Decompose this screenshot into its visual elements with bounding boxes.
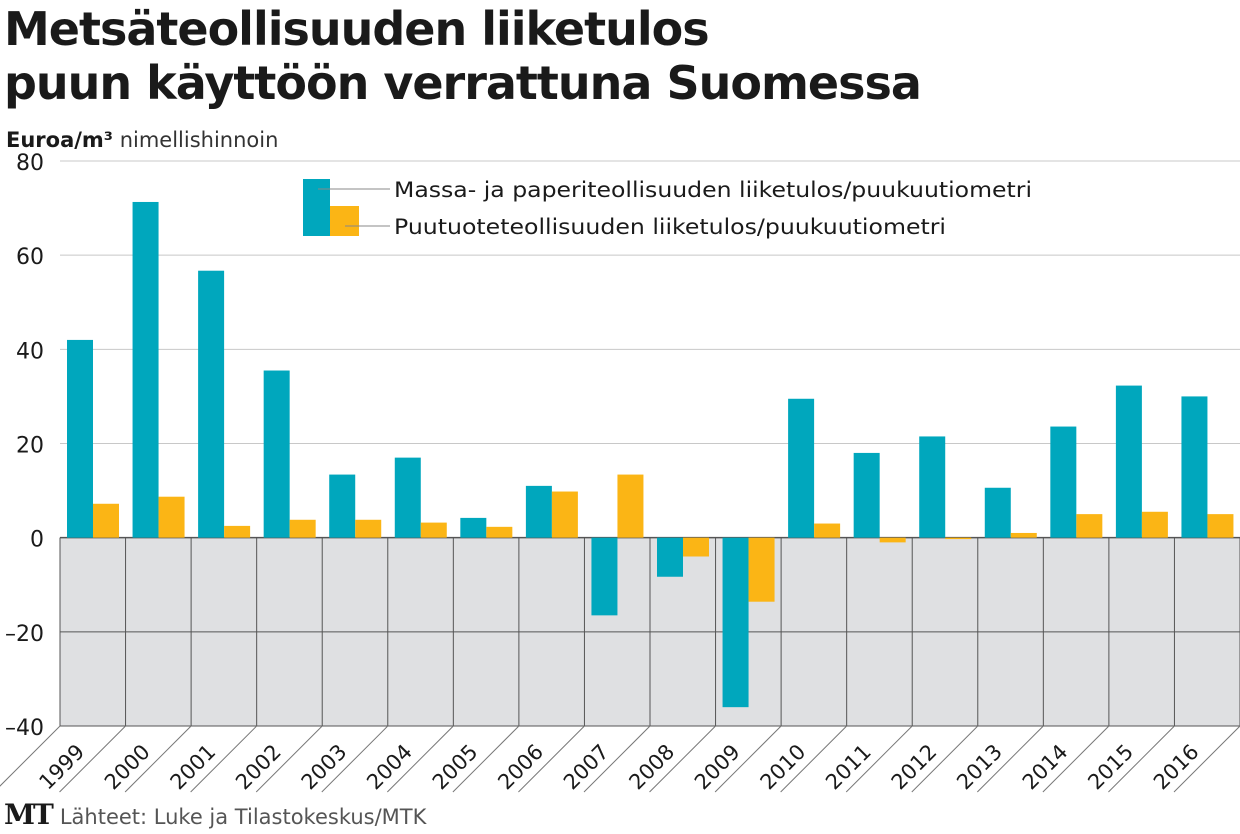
label-guide (452, 725, 520, 793)
bar-series-2-2006 (551, 491, 578, 538)
bar-series-1-2003 (329, 474, 356, 538)
x-tick-label: 2011 (821, 740, 876, 795)
bar-series-2-1999 (93, 503, 119, 538)
x-tick-label: 2015 (1083, 740, 1138, 795)
bar-series-2-2015 (1141, 511, 1168, 538)
unit-bold: Euroa/m³ (6, 128, 113, 152)
bar-series-2-2005 (486, 526, 513, 538)
label-guide (780, 725, 848, 793)
label-guide (1108, 725, 1175, 793)
label-guide (1042, 725, 1110, 793)
x-tick-label: 2009 (690, 740, 745, 795)
bar-series-1-2015 (1115, 385, 1142, 538)
legend-label-series-1: Massa- ja paperiteollisuuden liiketulos/… (394, 178, 1032, 202)
x-tick-label: 1999 (34, 740, 89, 795)
y-axis-unit: Euroa/m³ nimellishinnoin (6, 126, 278, 154)
label-guide (583, 725, 651, 793)
x-tick-label: 2007 (559, 740, 614, 795)
bar-series-2-2014 (1076, 514, 1103, 538)
gridlines (0, 160, 1240, 793)
x-tick-label: 2014 (1018, 740, 1073, 795)
label-guide (1173, 725, 1240, 793)
label-guide (714, 725, 782, 793)
bar-series-2-2013 (1010, 532, 1037, 538)
unit-rest: nimellishinnoin (119, 128, 279, 152)
y-tick-labels: 80 60 40 20 0 –20 –40 (5, 151, 44, 741)
y-tick-label: 0 (30, 528, 44, 553)
bar-series-1-2009 (722, 537, 749, 708)
x-tick-label: 2003 (297, 740, 352, 795)
bar-series-2-2003 (355, 519, 382, 538)
y-tick-label: 20 (16, 434, 44, 459)
bar-series-2-2011 (879, 537, 906, 543)
label-guide (976, 725, 1044, 793)
legend-swatch-series-1 (303, 179, 330, 236)
bar-series-1-2005 (460, 517, 487, 538)
bar-series-1-2010 (788, 398, 815, 538)
bar-series-2-2000 (158, 496, 185, 538)
bar-series-1-2006 (525, 485, 552, 538)
x-tick-label: 2001 (166, 740, 221, 795)
x-tick-label: 2016 (1149, 740, 1204, 795)
bar-series-2-2007 (617, 474, 644, 538)
x-tick-label: 2010 (756, 740, 811, 795)
bar-series-2-2010 (814, 523, 841, 538)
bar-series-2-2012 (945, 537, 972, 540)
bar-series-1-2007 (591, 537, 618, 616)
x-tick-label: 2013 (952, 740, 1007, 795)
x-tick-label: 2005 (428, 740, 483, 795)
label-guide (255, 725, 323, 793)
bar-series-1-2004 (394, 457, 421, 538)
label-guide (518, 725, 585, 793)
label-guide (845, 725, 913, 793)
legend-swatch-series-2 (330, 206, 359, 236)
bar-series-1-2008 (657, 537, 683, 577)
bar-series-2-2004 (420, 522, 447, 538)
y-tick-label: 40 (16, 339, 44, 364)
x-tick-label: 2002 (231, 740, 286, 795)
bar-series-1-2000 (132, 201, 159, 538)
bar-series-1-1999 (67, 339, 93, 538)
x-tick-labels: 1999 2000 2001 2002 2003 2004 2005 2006 2007 2008… (34, 740, 1203, 795)
chart-title: Metsäteollisuuden liiketulos puun käyttö… (4, 2, 1234, 110)
x-tick-label: 2004 (362, 740, 417, 795)
y-tick-label: –40 (5, 716, 44, 741)
label-guide (124, 725, 192, 793)
label-guide (321, 725, 389, 793)
label-guide (190, 725, 258, 793)
source-text: Lähteet: Luke ja Tilastokeskus/MTK (59, 805, 427, 829)
y-tick-label: 60 (16, 245, 44, 270)
x-tick-label: 2008 (624, 740, 679, 795)
source-line: MT Lähteet: Luke ja Tilastokeskus/MTK (4, 800, 426, 832)
bar-series-2-2016 (1207, 514, 1234, 538)
bar-series-1-2012 (919, 436, 946, 538)
y-tick-label: 80 (16, 151, 44, 176)
label-guide (59, 725, 126, 793)
bar-series-1-2011 (853, 452, 880, 538)
x-tick-label: 2000 (100, 740, 155, 795)
x-tick-label: 2012 (887, 740, 942, 795)
mt-logo: MT (4, 798, 54, 831)
bar-series-1-2016 (1181, 396, 1208, 538)
bar-series-2-2002 (289, 519, 316, 538)
bar-series-1-2001 (198, 270, 225, 538)
title-line-1: Metsäteollisuuden liiketulos (4, 2, 710, 56)
title-line-2: puun käyttöön verrattuna Suomessa (4, 56, 922, 110)
bar-series-2-2008 (683, 537, 709, 557)
legend: Massa- ja paperiteollisuuden liiketulos/… (303, 178, 1032, 239)
bar-series-2-2001 (224, 525, 251, 538)
bar-series-1-2013 (984, 487, 1011, 538)
bars (67, 201, 1234, 708)
x-tick-label: 2006 (493, 740, 548, 795)
legend-label-series-2: Puutuoteteollisuuden liiketulos/puukuuti… (394, 215, 946, 239)
label-guide (911, 725, 979, 793)
label-guide (649, 725, 716, 793)
bar-series-1-2002 (263, 370, 290, 538)
label-guide (386, 725, 454, 793)
bar-series-2-2009 (748, 537, 775, 602)
bar-series-1-2014 (1050, 426, 1077, 538)
y-tick-label: –20 (5, 622, 44, 647)
label-guide (0, 725, 61, 787)
